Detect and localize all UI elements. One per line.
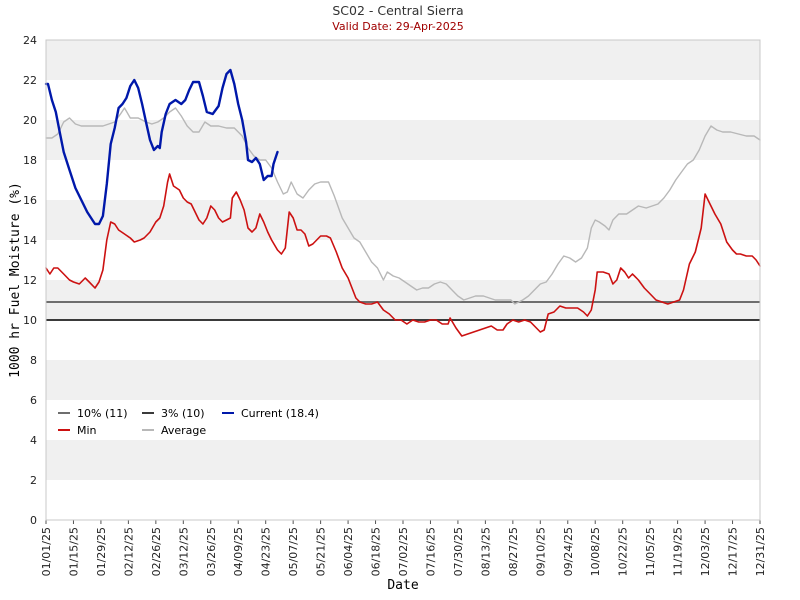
y-axis-label: 1000 hr Fuel Moisture (%) [8, 182, 23, 378]
grid-bands [46, 40, 760, 520]
y-tick-label: 20 [23, 114, 37, 127]
y-tick-label: 6 [30, 394, 37, 407]
grid-band [46, 320, 760, 360]
grid-band [46, 480, 760, 520]
x-tick-label: 08/27/25 [507, 527, 520, 576]
legend-label: 3% (10) [161, 407, 205, 420]
series-line [44, 68, 279, 226]
y-tick-label: 0 [30, 514, 37, 527]
y-tick-label: 8 [30, 354, 37, 367]
x-tick-label: 02/26/25 [150, 527, 163, 576]
grid-band [46, 240, 760, 280]
grid-band [46, 440, 760, 480]
x-tick-label: 04/09/25 [232, 527, 245, 576]
legend-label: Average [161, 424, 206, 437]
chart-subtitle: Valid Date: 29-Apr-2025 [332, 20, 464, 33]
x-tick-label: 04/23/25 [260, 527, 273, 576]
x-tick-label: 12/31/25 [754, 527, 767, 576]
chart-title: SC02 - Central Sierra [332, 3, 463, 18]
x-tick-label: 10/22/25 [617, 527, 630, 576]
x-tick-label: 05/21/25 [315, 527, 328, 576]
x-tick-label: 02/12/25 [122, 527, 135, 576]
legend-label: Current (18.4) [241, 407, 319, 420]
x-tick-label: 03/26/25 [205, 527, 218, 576]
x-tick-label: 11/05/25 [644, 527, 657, 576]
x-tick-label: 07/16/25 [424, 527, 437, 576]
grid-band [46, 360, 760, 400]
grid-band [46, 120, 760, 160]
grid-band [46, 400, 760, 440]
threshold-lines [46, 301, 760, 321]
y-tick-label: 24 [23, 34, 37, 47]
y-tick-label: 14 [23, 234, 37, 247]
x-axis-ticks: 01/01/25 01/15/25 01/29/25 02/12/25 02/26/25… [40, 520, 767, 576]
legend-label: 10% (11) [77, 407, 128, 420]
x-tick-label: 06/04/25 [342, 527, 355, 576]
series-line [45, 173, 761, 337]
x-axis-label: Date [387, 578, 418, 593]
x-tick-label: 03/12/25 [177, 527, 190, 576]
y-tick-label: 10 [23, 314, 37, 327]
y-tick-label: 18 [23, 154, 37, 167]
y-tick-label: 22 [23, 74, 37, 87]
x-tick-label: 06/18/25 [370, 527, 383, 576]
x-tick-label: 05/07/25 [287, 527, 300, 576]
legend-label: Min [77, 424, 97, 437]
series-line [45, 107, 761, 305]
x-tick-label: 01/15/25 [67, 527, 80, 576]
grid-band [46, 40, 760, 80]
x-tick-label: 12/17/25 [727, 527, 740, 576]
y-tick-label: 16 [23, 194, 37, 207]
y-tick-label: 12 [23, 274, 37, 287]
x-tick-label: 08/13/25 [479, 527, 492, 576]
grid-band [46, 80, 760, 120]
x-tick-label: 12/03/25 [699, 527, 712, 576]
x-tick-label: 09/24/25 [562, 527, 575, 576]
y-tick-label: 4 [30, 434, 37, 447]
x-tick-label: 11/19/25 [672, 527, 685, 576]
x-tick-label: 09/10/25 [534, 527, 547, 576]
x-tick-label: 01/29/25 [95, 527, 108, 576]
legend: 10% (11) 3% (10) Current (18.4) Min Average [58, 407, 319, 437]
x-tick-label: 01/01/25 [40, 527, 53, 576]
y-tick-label: 2 [30, 474, 37, 487]
data-series [44, 68, 761, 337]
x-tick-label: 10/08/25 [589, 527, 602, 576]
grid-band [46, 160, 760, 200]
plot-frame [45, 39, 761, 521]
grid-band [46, 280, 760, 320]
x-tick-label: 07/02/25 [397, 527, 410, 576]
x-tick-label: 07/30/25 [452, 527, 465, 576]
